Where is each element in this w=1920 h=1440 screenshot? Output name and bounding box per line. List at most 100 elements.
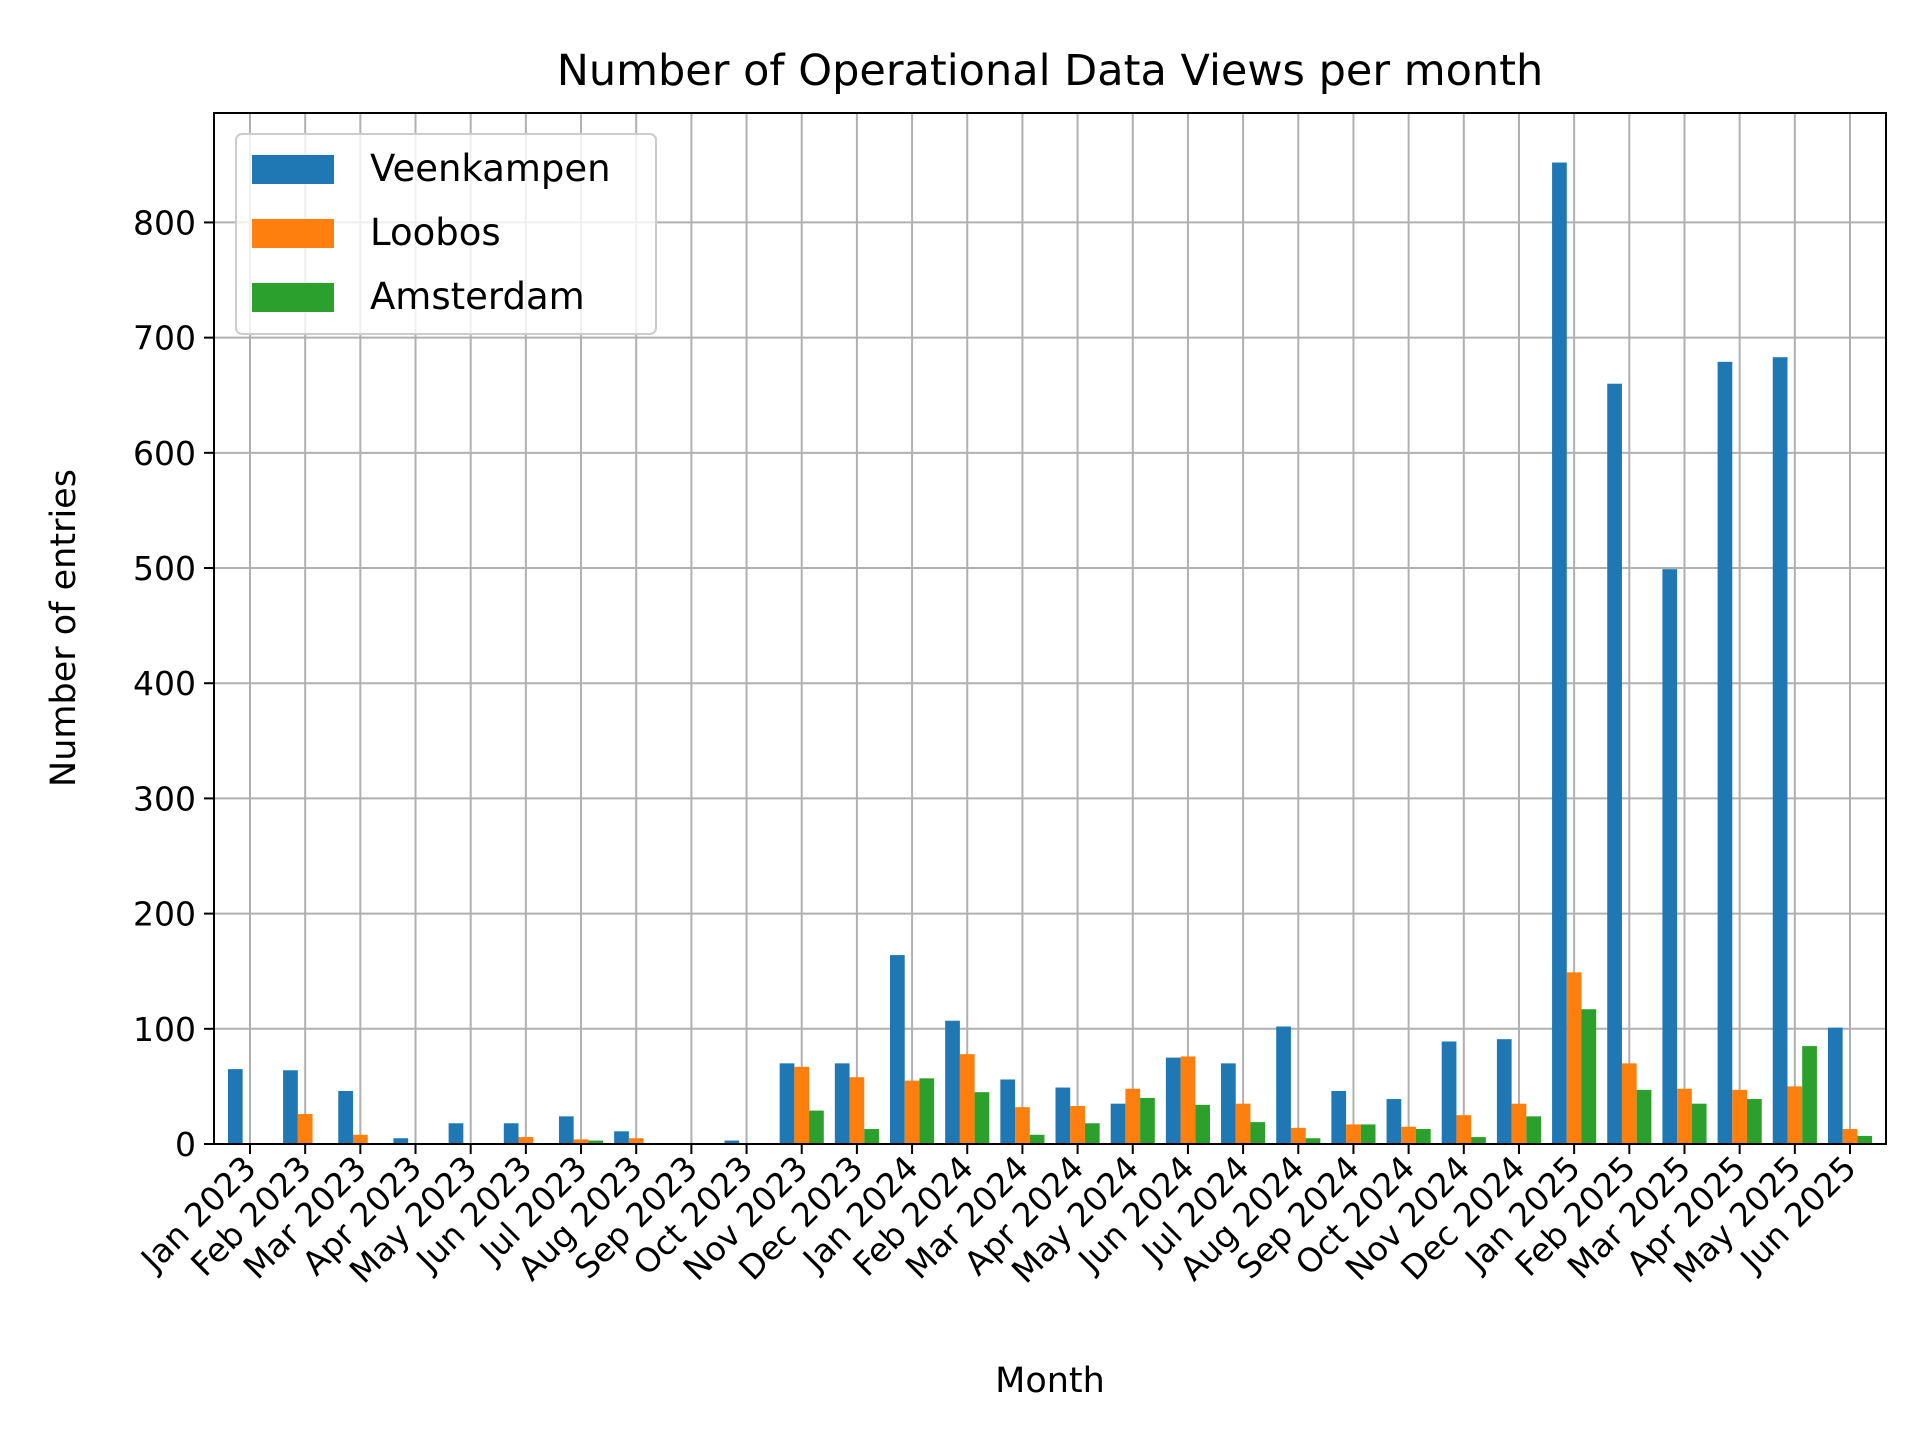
- bar-veenkampen: [227, 1069, 243, 1144]
- bar-veenkampen: [1441, 1041, 1457, 1144]
- bar-loobos: [1842, 1129, 1858, 1144]
- bar-loobos: [849, 1077, 865, 1144]
- bar-amsterdam: [809, 1110, 824, 1144]
- bar-loobos: [959, 1054, 975, 1144]
- bar-amsterdam: [1195, 1104, 1210, 1144]
- bar-amsterdam: [1140, 1097, 1155, 1144]
- bar-amsterdam: [1636, 1089, 1652, 1144]
- bar-veenkampen: [1165, 1057, 1181, 1144]
- bar-veenkampen: [945, 1020, 960, 1144]
- legend-swatch-loobos: [252, 219, 334, 248]
- y-tick-label: 200: [133, 895, 196, 934]
- bar-veenkampen: [1221, 1063, 1236, 1144]
- bar-amsterdam: [1029, 1134, 1045, 1144]
- bar-loobos: [1125, 1088, 1141, 1144]
- bar-amsterdam: [1581, 1009, 1597, 1144]
- bar-loobos: [1621, 1063, 1637, 1144]
- bar-veenkampen: [779, 1063, 795, 1144]
- bar-veenkampen: [1552, 162, 1567, 1144]
- y-axis-label: Number of entries: [44, 469, 84, 787]
- x-axis-label: Month: [995, 1361, 1105, 1401]
- bar-amsterdam: [1526, 1116, 1542, 1144]
- bar-veenkampen: [1000, 1079, 1016, 1144]
- bar-layer: [227, 162, 1873, 1145]
- bar-veenkampen: [1717, 361, 1733, 1144]
- bar-loobos: [1401, 1126, 1416, 1144]
- bar-loobos: [794, 1066, 810, 1144]
- plot-frame: [213, 112, 1887, 1145]
- bar-veenkampen: [1772, 357, 1788, 1145]
- bar-veenkampen: [448, 1123, 464, 1144]
- bar-veenkampen: [890, 955, 905, 1144]
- bar-amsterdam: [1691, 1103, 1707, 1144]
- y-tick-label: 300: [133, 779, 196, 818]
- bar-amsterdam: [974, 1092, 990, 1144]
- legend-frame: [235, 133, 657, 335]
- bar-amsterdam: [1250, 1122, 1266, 1144]
- bar-veenkampen: [1496, 1039, 1512, 1144]
- y-tick-label: 700: [133, 319, 196, 358]
- bar-veenkampen: [283, 1070, 298, 1144]
- legend-swatch-amsterdam: [252, 283, 334, 312]
- bar-veenkampen: [1386, 1099, 1402, 1144]
- bar-veenkampen: [1055, 1087, 1071, 1144]
- bar-loobos: [904, 1080, 920, 1144]
- bar-amsterdam: [1360, 1124, 1376, 1144]
- bar-loobos: [1015, 1107, 1030, 1144]
- y-tick-label: 100: [133, 1010, 196, 1049]
- bar-veenkampen: [1110, 1103, 1126, 1144]
- y-tick-label: 400: [133, 664, 196, 703]
- bar-loobos: [1732, 1089, 1748, 1144]
- bar-loobos: [1346, 1124, 1361, 1144]
- bar-loobos: [1235, 1103, 1251, 1144]
- bar-veenkampen: [1662, 569, 1678, 1144]
- bar-veenkampen: [834, 1063, 850, 1144]
- bar-veenkampen: [503, 1123, 519, 1144]
- bar-amsterdam: [1415, 1129, 1431, 1144]
- bar-veenkampen: [1331, 1091, 1347, 1144]
- y-tick-label: 600: [133, 434, 196, 473]
- bar-amsterdam: [1305, 1138, 1321, 1144]
- y-tick-label: 800: [133, 203, 196, 242]
- bar-veenkampen: [338, 1091, 353, 1144]
- bar-amsterdam: [1747, 1099, 1762, 1144]
- bar-loobos: [1290, 1127, 1306, 1144]
- bar-amsterdam: [1471, 1137, 1486, 1144]
- chart-title: Number of Operational Data Views per mon…: [557, 46, 1544, 96]
- bar-amsterdam: [864, 1129, 879, 1144]
- bar-loobos: [1677, 1088, 1692, 1144]
- bar-veenkampen: [1827, 1027, 1843, 1144]
- bar-loobos: [297, 1114, 313, 1144]
- legend-label-veenkampen: Veenkampen: [370, 147, 611, 190]
- bar-loobos: [1566, 972, 1582, 1144]
- bar-veenkampen: [1276, 1026, 1291, 1144]
- bar-veenkampen: [614, 1131, 629, 1144]
- bar-loobos: [1456, 1115, 1472, 1144]
- bar-amsterdam: [1802, 1046, 1817, 1144]
- bar-loobos: [1070, 1105, 1085, 1144]
- bar-loobos: [1787, 1086, 1803, 1144]
- bar-amsterdam: [1084, 1123, 1100, 1144]
- legend: Veenkampen Loobos Amsterdam: [235, 133, 657, 335]
- y-tick-label: 0: [175, 1125, 196, 1164]
- y-tick-label: 500: [133, 549, 196, 588]
- legend-swatch-veenkampen: [252, 155, 334, 184]
- bar-loobos: [518, 1137, 534, 1144]
- bar-amsterdam: [919, 1078, 935, 1144]
- bar-loobos: [1180, 1056, 1196, 1144]
- bar-veenkampen: [724, 1140, 740, 1144]
- bar-amsterdam: [1857, 1135, 1873, 1144]
- bar-veenkampen: [1607, 383, 1622, 1145]
- legend-label-amsterdam: Amsterdam: [370, 275, 585, 318]
- bar-amsterdam: [588, 1140, 604, 1144]
- bar-loobos: [573, 1139, 589, 1144]
- bar-loobos: [1511, 1103, 1527, 1144]
- bar-veenkampen: [558, 1116, 574, 1144]
- bar-veenkampen: [393, 1138, 409, 1144]
- bar-loobos: [628, 1138, 644, 1144]
- legend-label-loobos: Loobos: [370, 211, 501, 254]
- bar-loobos: [352, 1134, 368, 1144]
